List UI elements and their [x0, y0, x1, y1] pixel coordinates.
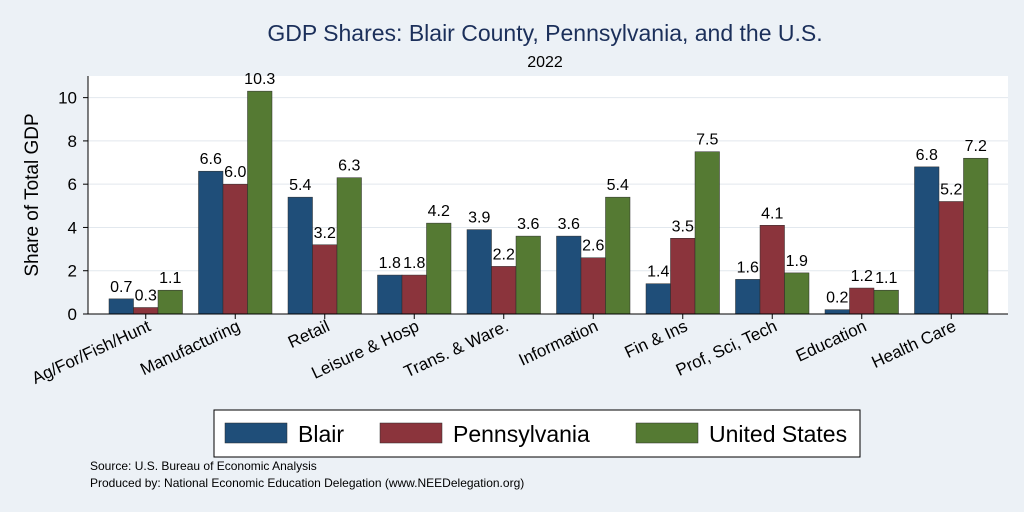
- bar: [784, 272, 810, 315]
- data-label: 3.5: [672, 218, 694, 235]
- bar: [312, 244, 338, 315]
- bar: [605, 196, 631, 315]
- chart-title: GDP Shares: Blair County, Pennsylvania, …: [267, 20, 822, 46]
- category-label: Retail: [285, 316, 332, 352]
- data-label: 3.2: [314, 225, 336, 242]
- bar: [873, 289, 899, 315]
- bar: [491, 266, 517, 315]
- bar: [515, 235, 541, 315]
- legend: Blair Pennsylvania United States: [213, 409, 861, 458]
- y-tick-label: 6: [68, 175, 77, 194]
- legend-swatch: [635, 422, 699, 444]
- data-label: 0.3: [135, 288, 157, 305]
- legend-label: United States: [709, 421, 847, 447]
- legend-swatch: [224, 422, 288, 444]
- data-label: 5.4: [289, 177, 311, 194]
- bar: [580, 257, 606, 315]
- data-label: 5.4: [607, 177, 629, 194]
- bar: [849, 287, 875, 315]
- bar: [556, 235, 582, 315]
- data-label: 0.2: [826, 290, 848, 307]
- data-label: 1.4: [647, 264, 669, 281]
- category-label: Manufacturing: [137, 316, 243, 379]
- y-tick-label: 10: [58, 89, 77, 108]
- data-label: 1.8: [379, 255, 401, 272]
- data-label: 7.2: [965, 138, 987, 155]
- data-label: 6.8: [916, 147, 938, 164]
- data-label: 1.2: [851, 268, 873, 285]
- data-label: 2.6: [582, 238, 604, 255]
- bar: [938, 201, 964, 315]
- data-label: 7.5: [696, 132, 718, 149]
- data-label: 1.9: [786, 253, 808, 270]
- bar: [198, 170, 224, 315]
- bar: [401, 274, 427, 315]
- y-tick-label: 0: [68, 305, 77, 324]
- legend-box: [213, 409, 861, 458]
- bar: [645, 283, 671, 315]
- legend-label: Pennsylvania: [453, 421, 590, 447]
- data-label: 10.3: [244, 71, 275, 88]
- bar: [247, 90, 273, 315]
- category-label: Health Care: [869, 316, 959, 372]
- bar: [133, 307, 159, 315]
- data-label: 3.9: [468, 210, 490, 227]
- bar: [914, 166, 940, 315]
- category-label: Ag/For/Fish/Hunt: [29, 316, 154, 388]
- y-tick-label: 4: [68, 218, 77, 237]
- data-label: 1.8: [403, 255, 425, 272]
- data-label: 3.6: [558, 216, 580, 233]
- y-axis-ticks: 0 2 4 6 8 10: [58, 89, 88, 324]
- bar: [157, 289, 183, 315]
- y-tick-label: 8: [68, 132, 77, 151]
- bar: [426, 222, 452, 315]
- bar: [670, 238, 696, 315]
- category-label: Prof, Sci, Tech: [673, 316, 780, 379]
- data-label: 1.6: [737, 259, 759, 276]
- category-label: Fin & Ins: [622, 316, 691, 362]
- y-axis-label: Share of Total GDP: [22, 113, 43, 276]
- bar: [287, 196, 313, 315]
- bar: [963, 157, 989, 315]
- data-label: 5.2: [940, 181, 962, 198]
- data-label: 6.6: [200, 151, 222, 168]
- bar: [735, 279, 761, 315]
- category-label: Education: [793, 316, 870, 365]
- bar: [466, 229, 492, 315]
- bar: [222, 183, 248, 315]
- bar: [824, 309, 850, 315]
- data-label: 4.1: [761, 205, 783, 222]
- data-label: 4.2: [428, 203, 450, 220]
- legend-swatch: [379, 422, 443, 444]
- data-label: 1.1: [875, 270, 897, 287]
- bar: [377, 274, 403, 315]
- value-labels: 0.7 6.6 5.4 1.8 3.9 3.6 1.4 1.6 0.2 6.8 0.3 6.0 3.2 1…: [110, 71, 987, 307]
- bars: [108, 90, 989, 315]
- data-label: 0.7: [110, 279, 132, 296]
- bar: [108, 298, 134, 315]
- produced-by-note: Produced by: National Economic Education…: [90, 476, 524, 490]
- data-label: 6.0: [224, 164, 246, 181]
- legend-label: Blair: [298, 421, 344, 447]
- bar: [336, 177, 362, 315]
- bar: [759, 225, 785, 315]
- y-tick-label: 2: [68, 262, 77, 281]
- source-note: Source: U.S. Bureau of Economic Analysis: [90, 459, 317, 473]
- data-label: 1.1: [159, 270, 181, 287]
- chart-subtitle: 2022: [527, 54, 563, 71]
- data-label: 3.6: [517, 216, 539, 233]
- category-label: Information: [516, 316, 601, 369]
- data-label: 2.2: [493, 246, 515, 263]
- data-label: 6.3: [338, 158, 360, 175]
- bar: [694, 151, 720, 315]
